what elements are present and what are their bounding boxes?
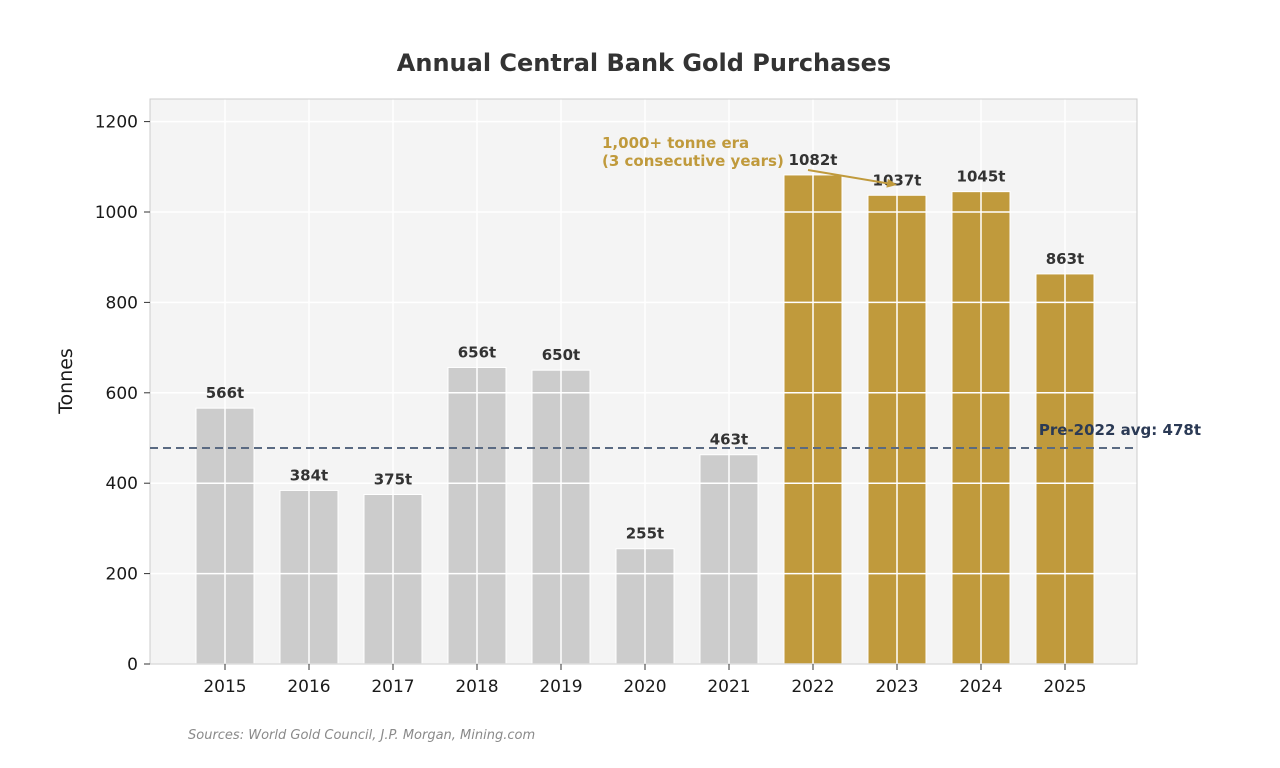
x-axis: 2015 2016 2017 2018 2019 2020 2021 2022 2023 2024… — [203, 664, 1087, 697]
x-tick-label-2023: 2023 — [875, 677, 918, 697]
source-note: Sources: World Gold Council, J.P. Morgan… — [188, 728, 535, 743]
y-tick-label-200: 200 — [106, 565, 138, 585]
x-tick-label-2020: 2020 — [623, 677, 666, 697]
x-tick-label-2019: 2019 — [539, 677, 582, 697]
data-label-2023: 1037t — [873, 171, 922, 189]
data-label-2016: 384t — [290, 466, 328, 484]
data-label-2024: 1045t — [957, 168, 1006, 186]
annotation-group: 1,000+ tonne era(3 consecutive years) — [602, 134, 897, 188]
data-label-2018: 656t — [458, 343, 496, 361]
x-tick-label-2016: 2016 — [287, 677, 330, 697]
y-axis-label: Tonnes — [55, 348, 77, 415]
annotation-line-1: 1,000+ tonne era — [602, 134, 749, 152]
x-tick-label-2024: 2024 — [959, 677, 1002, 697]
data-label-2022: 1082t — [789, 151, 838, 169]
y-tick-label-600: 600 — [106, 384, 138, 404]
data-label-2020: 255t — [626, 525, 664, 543]
x-tick-label-2017: 2017 — [371, 677, 414, 697]
y-axis: 0 200 400 600 800 1000 1200 — [95, 113, 150, 675]
x-tick-label-2025: 2025 — [1043, 677, 1086, 697]
reference-line-label: Pre-2022 avg: 478t — [1039, 421, 1201, 439]
x-tick-label-2021: 2021 — [707, 677, 750, 697]
y-tick-label-800: 800 — [106, 293, 138, 313]
x-tick-label-2018: 2018 — [455, 677, 498, 697]
data-label-2025: 863t — [1046, 250, 1084, 268]
data-labels: 566t 384t 375t 656t 650t 255t 463t 1082t 1037t 10… — [206, 151, 1084, 543]
annotation-arrow-shaft — [807, 169, 892, 185]
x-tick-label-2022: 2022 — [791, 677, 834, 697]
y-tick-label-400: 400 — [106, 474, 138, 494]
x-tick-label-2015: 2015 — [203, 677, 246, 697]
reference-line-group: Pre-2022 avg: 478t — [150, 421, 1201, 449]
y-tick-label-1200: 1200 — [95, 113, 138, 133]
data-label-2019: 650t — [542, 346, 580, 364]
plot-frame — [149, 98, 1138, 665]
annotation-line-2: (3 consecutive years) — [602, 152, 784, 170]
chart-title: Annual Central Bank Gold Purchases — [397, 49, 891, 77]
gridlines — [150, 99, 1137, 665]
y-tick-label-0: 0 — [127, 655, 138, 675]
data-label-2021: 463t — [710, 431, 748, 449]
data-label-2015: 566t — [206, 384, 244, 402]
data-label-2017: 375t — [374, 471, 412, 489]
y-tick-label-1000: 1000 — [95, 203, 138, 223]
annotation-arrow-head — [886, 178, 897, 188]
